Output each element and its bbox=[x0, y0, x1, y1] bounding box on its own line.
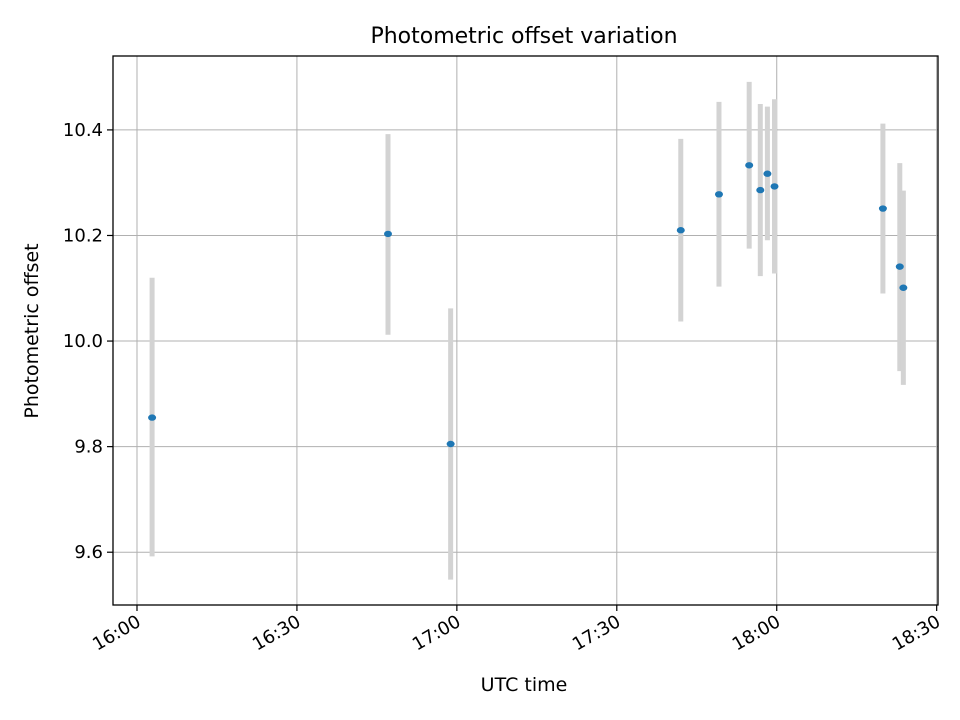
x-tick-label: 16:00 bbox=[89, 611, 144, 655]
data-point bbox=[745, 162, 754, 169]
data-markers bbox=[148, 162, 908, 448]
error-bars bbox=[149, 81, 906, 580]
x-tick-label: 18:00 bbox=[729, 611, 784, 655]
x-tick-label: 16:30 bbox=[249, 611, 304, 655]
y-tick-label: 9.8 bbox=[74, 437, 103, 458]
data-point bbox=[384, 230, 392, 238]
y-tick-label: 9.6 bbox=[74, 542, 103, 563]
data-point bbox=[878, 205, 887, 212]
data-point bbox=[714, 191, 723, 198]
chart-title: Photometric offset variation bbox=[370, 24, 677, 49]
x-tick-label: 18:30 bbox=[889, 611, 944, 655]
y-tick-label: 10.0 bbox=[63, 331, 103, 352]
x-axis-label: UTC time bbox=[481, 674, 568, 696]
y-axis-label: Photometric offset bbox=[21, 243, 43, 418]
data-point bbox=[756, 186, 765, 194]
y-axis-ticks: 9.6 9.8 10.0 10.2 10.4 bbox=[63, 120, 113, 563]
plot-frame bbox=[112, 55, 939, 606]
x-tick-label: 17:00 bbox=[409, 611, 464, 655]
data-point bbox=[763, 170, 772, 177]
y-tick-label: 10.4 bbox=[63, 120, 103, 141]
data-point bbox=[899, 284, 908, 291]
x-tick-label: 17:30 bbox=[569, 611, 624, 655]
x-axis-ticks: 16:00 16:30 17:00 17:30 18:00 18:30 bbox=[89, 605, 944, 655]
data-point bbox=[148, 414, 157, 421]
data-point bbox=[895, 263, 904, 270]
grid bbox=[113, 56, 938, 605]
data-point bbox=[446, 440, 455, 448]
data-point bbox=[770, 183, 779, 190]
data-point bbox=[676, 227, 685, 234]
y-tick-label: 10.2 bbox=[63, 225, 103, 246]
